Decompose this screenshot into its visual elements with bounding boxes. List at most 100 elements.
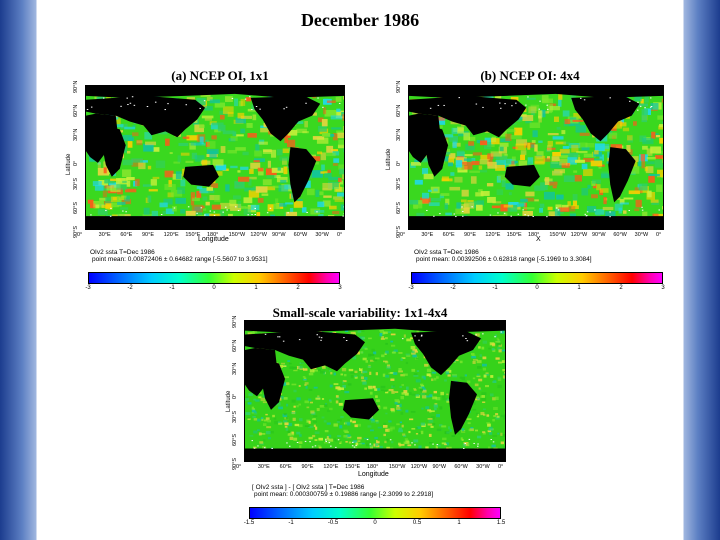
lon-tick-label: 150°E [185, 232, 201, 238]
lon-tick-label: 120°E [485, 232, 501, 238]
land-mass [86, 216, 344, 229]
colorbar-tick-label: 1 [254, 285, 258, 291]
lon-tick-label: 0° [656, 232, 662, 238]
lon-tick-label: 30°W [476, 464, 490, 470]
panel-b-meta-2: point mean: 0.00392506 ± 0.62818 range [… [416, 256, 592, 263]
lon-tick-label: 90°W [592, 232, 606, 238]
land-mass [86, 86, 344, 98]
lon-tick-label: 90°E [301, 464, 314, 470]
colorbar-tick-label: -1.5 [243, 520, 255, 526]
colorbar-tick-label: 1 [577, 285, 581, 291]
page-title: December 1986 [300, 10, 420, 30]
lat-tick-label: 60°N [73, 104, 79, 118]
colorbar-tick-label: -1 [288, 520, 294, 526]
lon-tick-label: 60°E [279, 464, 292, 470]
lat-tick-label: 60°S [232, 434, 238, 447]
colorbar-tick-label: 2 [296, 285, 300, 291]
lon-tick-label: 150°E [345, 464, 361, 470]
lat-tick-label: 0° [73, 160, 79, 166]
lat-tick-label: 60°S [396, 201, 402, 214]
land-mass [608, 147, 636, 203]
lon-tick-label: 150°E [506, 232, 522, 238]
colorbar-tick-label: 3 [661, 285, 665, 291]
colorbar-tick-label: 1 [457, 520, 461, 526]
colorbar-tick-label: -0.5 [327, 520, 339, 526]
colorbar-tick-label: -3 [408, 285, 414, 291]
lat-tick-label: 0° [396, 160, 402, 166]
lon-tick-label: 30°W [315, 232, 329, 238]
lon-tick-label: 0° [77, 232, 83, 238]
land-mass [86, 113, 118, 163]
colorbar-tick-label: -3 [85, 285, 91, 291]
colorbar-tick-label: 0.5 [412, 520, 422, 526]
colorbar-tick-label: -2 [450, 285, 456, 291]
lon-tick-label: 120°W [250, 232, 267, 238]
lat-tick-label: 30°S [232, 410, 238, 423]
land-mass [409, 216, 663, 229]
lon-tick-label: 60°W [454, 464, 468, 470]
lat-tick-label: 60°S [73, 201, 79, 214]
land-mass [250, 95, 321, 142]
lon-tick-label: 90°E [464, 232, 476, 238]
colorbar-tick-label: 0 [373, 520, 377, 526]
lat-tick-label: 30°S [396, 177, 402, 190]
lat-tick-label: 90°N [396, 80, 402, 93]
panel-a-meta-2: point mean: 0.00872406 ± 0.64682 range [… [92, 256, 268, 263]
land-mass [245, 348, 277, 397]
land-mass [245, 321, 505, 333]
lon-tick-label: 0° [236, 464, 242, 470]
lon-tick-label: 30°W [634, 232, 649, 238]
land-mass [409, 95, 527, 138]
lon-tick-label: 90°W [432, 464, 447, 470]
panel-c-xlabel: Longitude [358, 471, 389, 478]
lon-tick-label: 180° [528, 232, 540, 238]
panel-c-map [244, 320, 506, 462]
land-mass [245, 448, 505, 461]
panel-b-colorbar [411, 272, 663, 284]
panel-b-meta-1: OIv2 ssta T=Dec 1986 [414, 249, 479, 256]
lat-tick-label: 90°N [73, 80, 79, 93]
land-mass [288, 147, 317, 203]
lon-tick-label: 0° [400, 232, 406, 238]
land-mass [261, 359, 285, 410]
lat-tick-label: 30°N [73, 129, 79, 142]
lon-tick-label: 120°E [163, 232, 179, 238]
colorbar-tick-label: 0 [212, 285, 216, 291]
colorbar-tick-label: 0 [535, 285, 539, 291]
lon-tick-label: 90°E [142, 232, 154, 238]
colorbar-tick-label: 1.5 [496, 520, 506, 526]
panel-a-colorbar [88, 272, 340, 284]
panel-b-xlabel: X [536, 236, 541, 243]
lat-tick-label: 60°N [396, 104, 402, 118]
panel-c-colorbar [249, 507, 501, 519]
land-mass [411, 330, 481, 376]
panel-a-ylabel: Latitude [66, 153, 72, 175]
lon-tick-label: 150°W [549, 232, 566, 238]
lon-tick-label: 180° [207, 232, 219, 238]
lon-tick-label: 150°W [228, 232, 246, 238]
land-mass [449, 380, 477, 435]
colorbar-tick-label: -1 [169, 285, 175, 291]
lon-tick-label: 60°E [442, 232, 455, 238]
panel-a-title: (a) NCEP OI, 1x1 [171, 68, 269, 83]
lon-tick-label: 0° [337, 232, 343, 238]
land-mass [343, 398, 379, 420]
panel-b-ylabel: Latitude [386, 148, 392, 170]
land-mass [409, 86, 663, 98]
lat-tick-label: 60°N [232, 339, 238, 352]
colorbar-tick-label: -1 [492, 285, 498, 291]
lon-tick-label: 30°E [257, 464, 270, 470]
lon-tick-label: 180° [367, 464, 379, 470]
land-mass [183, 164, 219, 187]
colorbar-tick-label: -2 [127, 285, 133, 291]
lon-tick-label: 60°W [613, 232, 627, 238]
lon-tick-label: 150°W [388, 464, 406, 470]
panel-a-meta-1: OIv2 ssta T=Dec 1986 [90, 249, 155, 256]
panel-b-map [408, 85, 664, 230]
lat-tick-label: 30°S [73, 177, 79, 190]
panel-a-xlabel: Longitude [198, 236, 229, 243]
land-mass [245, 330, 365, 372]
lon-tick-label: 30°E [98, 232, 111, 238]
panel-c-meta-1: [ OIv2 ssta ] - [ OIv2 ssta ] T=Dec 1986 [252, 484, 365, 491]
land-mass [101, 125, 126, 177]
